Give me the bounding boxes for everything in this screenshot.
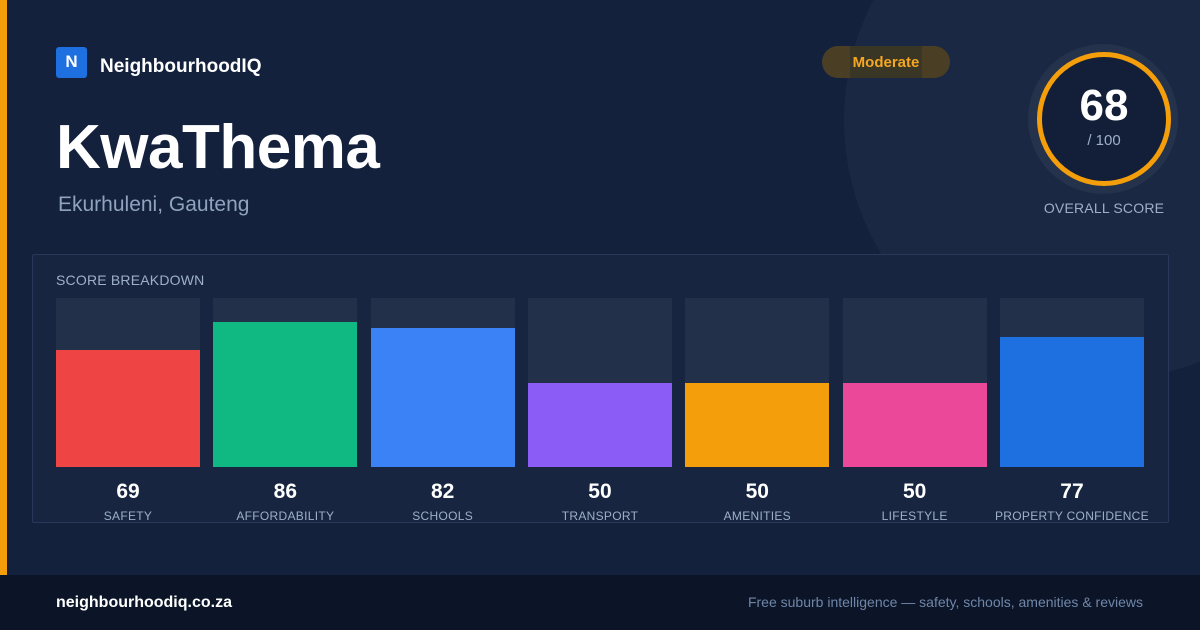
- bar-label: AMENITIES: [723, 509, 791, 523]
- bar-value: 69: [116, 480, 140, 503]
- bar-label: PROPERTY CONFIDENCE: [994, 509, 1149, 523]
- bar-track: [685, 298, 830, 467]
- footer: neighbourhoodiq.co.za Free suburb intell…: [0, 575, 1200, 630]
- bar-track: [999, 298, 1144, 467]
- suburb-title: KwaThema: [56, 113, 380, 182]
- bar-label: TRANSPORT: [561, 509, 639, 523]
- overall-score-label: OVERALL SCORE: [1043, 200, 1165, 216]
- overall-score-ring: 68 / 100: [1037, 52, 1171, 186]
- rating-badge-label: Moderate: [852, 53, 920, 71]
- bar-label: AFFORDABILITY: [236, 509, 335, 523]
- overall-score-max: / 100: [1087, 131, 1121, 149]
- bar-track: [370, 298, 515, 467]
- bar-track: [56, 298, 200, 467]
- suburb-location: Ekurhuleni, Gauteng: [58, 193, 250, 216]
- bar-fill: [527, 382, 672, 467]
- bar-fill: [370, 328, 515, 467]
- accent-bar: [0, 0, 7, 575]
- bar-fill: [56, 350, 200, 467]
- bar-label: LIFESTYLE: [881, 509, 948, 523]
- brand-name: NeighbourhoodIQ: [100, 56, 262, 77]
- bar-value: 50: [588, 480, 612, 503]
- bar-fill: [213, 321, 358, 467]
- bar-label: SAFETY: [103, 509, 153, 523]
- breakdown-title: SCORE BREAKDOWN: [56, 272, 205, 288]
- bar-value: 50: [902, 480, 927, 503]
- bar-fill: [685, 382, 830, 467]
- bar-value: 50: [745, 480, 769, 503]
- bar-value: 86: [273, 480, 297, 503]
- score-breakdown-panel: SCORE BREAKDOWN 69 SAFETY 86 AFFORDABILITY 8…: [32, 254, 1169, 523]
- overall-score-value: 68: [1079, 80, 1129, 130]
- bar-fill: [842, 382, 987, 467]
- bar-value: 82: [430, 480, 455, 503]
- bar-track: [842, 298, 987, 467]
- footer-tagline: Free suburb intelligence — safety, schoo…: [747, 594, 1143, 610]
- bar-value: 77: [1060, 480, 1084, 503]
- bar-label: SCHOOLS: [412, 509, 474, 523]
- bar-fill: [999, 336, 1144, 467]
- bar-track: [527, 298, 672, 467]
- brand-logo-icon: N: [56, 46, 87, 78]
- bar-track: [213, 298, 358, 467]
- footer-domain-link[interactable]: neighbourhoodiq.co.za: [56, 594, 232, 611]
- rating-badge: Moderate: [822, 46, 950, 78]
- brand[interactable]: N NeighbourhoodIQ: [56, 46, 261, 78]
